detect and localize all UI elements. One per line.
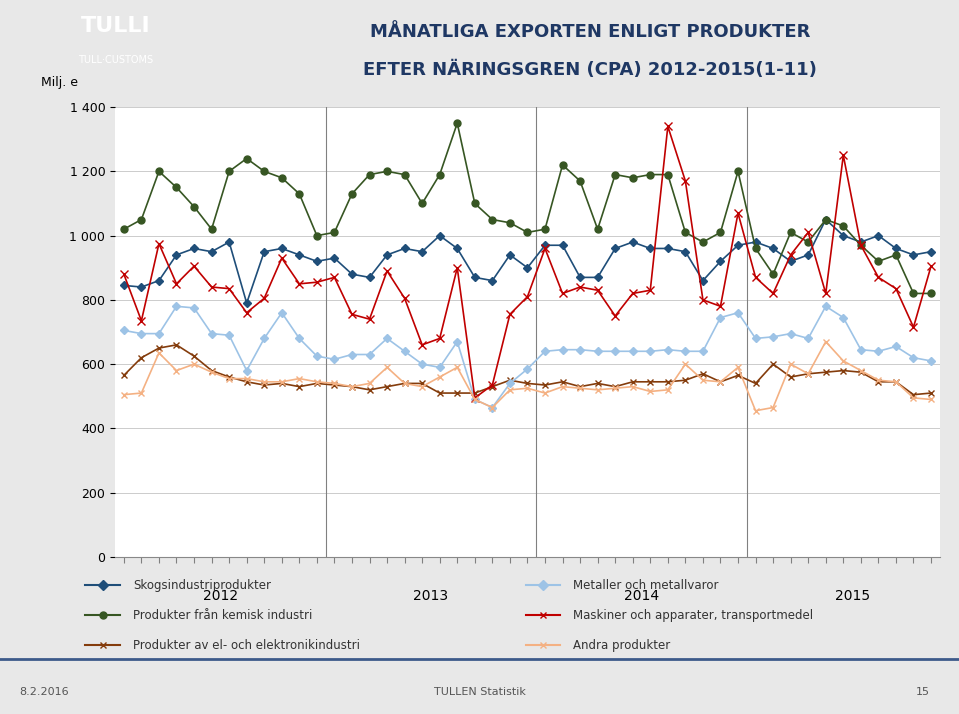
Text: 8.2.2016: 8.2.2016 [19, 686, 69, 697]
Text: Skogsindustriprodukter: Skogsindustriprodukter [132, 579, 270, 592]
Text: 2013: 2013 [413, 589, 449, 603]
Text: 2014: 2014 [624, 589, 659, 603]
Text: 15: 15 [916, 686, 930, 697]
Text: Produkter av el- och elektronikindustri: Produkter av el- och elektronikindustri [132, 639, 360, 652]
Text: Metaller och metallvaror: Metaller och metallvaror [573, 579, 718, 592]
Text: TULL·CUSTOMS: TULL·CUSTOMS [79, 55, 153, 66]
Text: MÅNATLIGA EXPORTEN ENLIGT PRODUKTER: MÅNATLIGA EXPORTEN ENLIGT PRODUKTER [369, 24, 810, 41]
Text: TULLEN Statistik: TULLEN Statistik [433, 686, 526, 697]
Text: 2012: 2012 [202, 589, 238, 603]
Text: Produkter från kemisk industri: Produkter från kemisk industri [132, 609, 313, 622]
Text: Maskiner och apparater, transportmedel: Maskiner och apparater, transportmedel [573, 609, 813, 622]
Text: TULLI: TULLI [82, 16, 151, 36]
Text: Andra produkter: Andra produkter [573, 639, 670, 652]
Text: Milj. e: Milj. e [41, 76, 78, 89]
Text: 2015: 2015 [834, 589, 870, 603]
Text: EFTER NÄRINGSGREN (CPA) 2012-2015(1-11): EFTER NÄRINGSGREN (CPA) 2012-2015(1-11) [363, 61, 817, 79]
